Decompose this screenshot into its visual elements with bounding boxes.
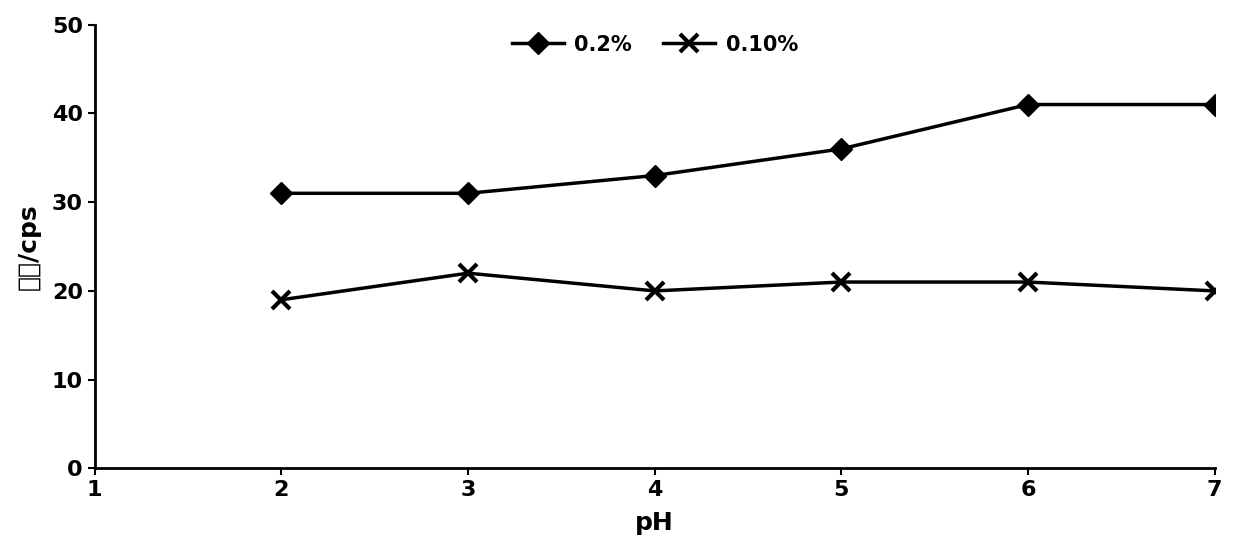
0.2% bbox=[461, 190, 476, 197]
0.10% bbox=[834, 279, 849, 285]
0.10% bbox=[1021, 279, 1036, 285]
Legend: 0.2%, 0.10%: 0.2%, 0.10% bbox=[503, 26, 807, 63]
0.2% bbox=[647, 172, 662, 179]
Line: 0.2%: 0.2% bbox=[274, 97, 1222, 201]
0.10% bbox=[461, 270, 476, 277]
Y-axis label: 粘度/cps: 粘度/cps bbox=[16, 203, 41, 290]
X-axis label: pH: pH bbox=[636, 511, 674, 535]
Line: 0.10%: 0.10% bbox=[273, 264, 1224, 309]
0.10% bbox=[647, 288, 662, 294]
0.10% bbox=[274, 296, 289, 303]
0.2% bbox=[1021, 101, 1036, 108]
0.10% bbox=[1207, 288, 1222, 294]
0.2% bbox=[274, 190, 289, 197]
0.2% bbox=[1207, 101, 1222, 108]
0.2% bbox=[834, 146, 849, 152]
